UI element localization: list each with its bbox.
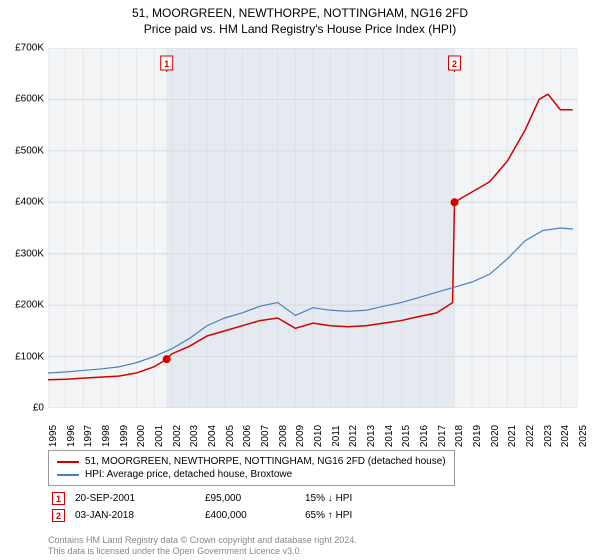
legend-box: 51, MOORGREEN, NEWTHORPE, NOTTINGHAM, NG… (48, 450, 455, 486)
x-tick-label: 2002 (172, 425, 183, 447)
transaction-marker: 2 (52, 509, 65, 522)
svg-text:1: 1 (164, 59, 169, 69)
transaction-marker: 1 (52, 492, 65, 505)
footer-text: Contains HM Land Registry data © Crown c… (48, 535, 357, 558)
transaction-row: 1 20-SEP-2001£95,00015% ↓ HPI (48, 492, 578, 505)
y-tick-label: £300K (15, 248, 44, 259)
legend-label: HPI: Average price, detached house, Brox… (85, 469, 292, 480)
legend-swatch (57, 461, 79, 463)
svg-text:2: 2 (452, 59, 457, 69)
legend-item: 51, MOORGREEN, NEWTHORPE, NOTTINGHAM, NG… (57, 455, 446, 468)
x-tick-label: 2001 (154, 425, 165, 447)
x-tick-label: 2004 (207, 425, 218, 447)
x-tick-label: 1997 (83, 425, 94, 447)
x-tick-label: 2014 (384, 425, 395, 447)
x-tick-label: 2024 (560, 425, 571, 447)
legend-item: HPI: Average price, detached house, Brox… (57, 468, 446, 481)
x-tick-label: 2013 (366, 425, 377, 447)
x-axis: 1995 1996 1997 1998 1999 2000 2001 2002 2003 2004… (48, 408, 578, 448)
transaction-delta: 15% ↓ HPI (305, 493, 352, 504)
chart-svg: 12 (48, 48, 578, 408)
x-tick-label: 2016 (419, 425, 430, 447)
y-tick-label: £700K (15, 43, 44, 54)
x-tick-label: 2006 (242, 425, 253, 447)
y-tick-label: £200K (15, 300, 44, 311)
x-tick-label: 1996 (66, 425, 77, 447)
x-tick-label: 2021 (507, 425, 518, 447)
x-tick-label: 2000 (136, 425, 147, 447)
x-tick-label: 2018 (454, 425, 465, 447)
y-tick-label: £400K (15, 197, 44, 208)
footer-line1: Contains HM Land Registry data © Crown c… (48, 535, 357, 546)
x-tick-label: 2011 (331, 425, 342, 447)
legend-area: 51, MOORGREEN, NEWTHORPE, NOTTINGHAM, NG… (48, 450, 578, 526)
y-tick-label: £100K (15, 351, 44, 362)
legend-label: 51, MOORGREEN, NEWTHORPE, NOTTINGHAM, NG… (85, 456, 446, 467)
title-line2: Price paid vs. HM Land Registry's House … (0, 22, 600, 38)
x-tick-label: 1995 (48, 425, 59, 447)
transaction-price: £400,000 (205, 510, 305, 521)
x-tick-label: 2005 (225, 425, 236, 447)
x-tick-label: 2025 (578, 425, 589, 447)
x-tick-label: 2019 (472, 425, 483, 447)
chart-title: 51, MOORGREEN, NEWTHORPE, NOTTINGHAM, NG… (0, 0, 600, 37)
x-tick-label: 2023 (543, 425, 554, 447)
x-tick-label: 2009 (295, 425, 306, 447)
transaction-date: 20-SEP-2001 (75, 493, 205, 504)
transactions-list: 1 20-SEP-2001£95,00015% ↓ HPI 2 03-JAN-2018… (48, 492, 578, 522)
legend-swatch (57, 474, 79, 476)
transaction-date: 03-JAN-2018 (75, 510, 205, 521)
y-tick-label: £600K (15, 94, 44, 105)
plot-area: 12 (48, 48, 578, 408)
x-tick-label: 2012 (348, 425, 359, 447)
transaction-price: £95,000 (205, 493, 305, 504)
transaction-row: 2 03-JAN-2018£400,00065% ↑ HPI (48, 509, 578, 522)
x-tick-label: 2007 (260, 425, 271, 447)
y-tick-label: £0 (33, 403, 44, 414)
x-tick-label: 2003 (189, 425, 200, 447)
x-tick-label: 1998 (101, 425, 112, 447)
x-tick-label: 2020 (490, 425, 501, 447)
footer-line2: This data is licensed under the Open Gov… (48, 546, 357, 557)
x-tick-label: 2015 (401, 425, 412, 447)
chart-container: 51, MOORGREEN, NEWTHORPE, NOTTINGHAM, NG… (0, 0, 600, 560)
x-tick-label: 2008 (278, 425, 289, 447)
title-line1: 51, MOORGREEN, NEWTHORPE, NOTTINGHAM, NG… (0, 6, 600, 22)
y-axis: £0£100K£200K£300K£400K£500K£600K£700K (0, 48, 48, 408)
x-tick-label: 2017 (437, 425, 448, 447)
x-tick-label: 1999 (119, 425, 130, 447)
x-tick-label: 2022 (525, 425, 536, 447)
x-tick-label: 2010 (313, 425, 324, 447)
y-tick-label: £500K (15, 145, 44, 156)
transaction-delta: 65% ↑ HPI (305, 510, 352, 521)
